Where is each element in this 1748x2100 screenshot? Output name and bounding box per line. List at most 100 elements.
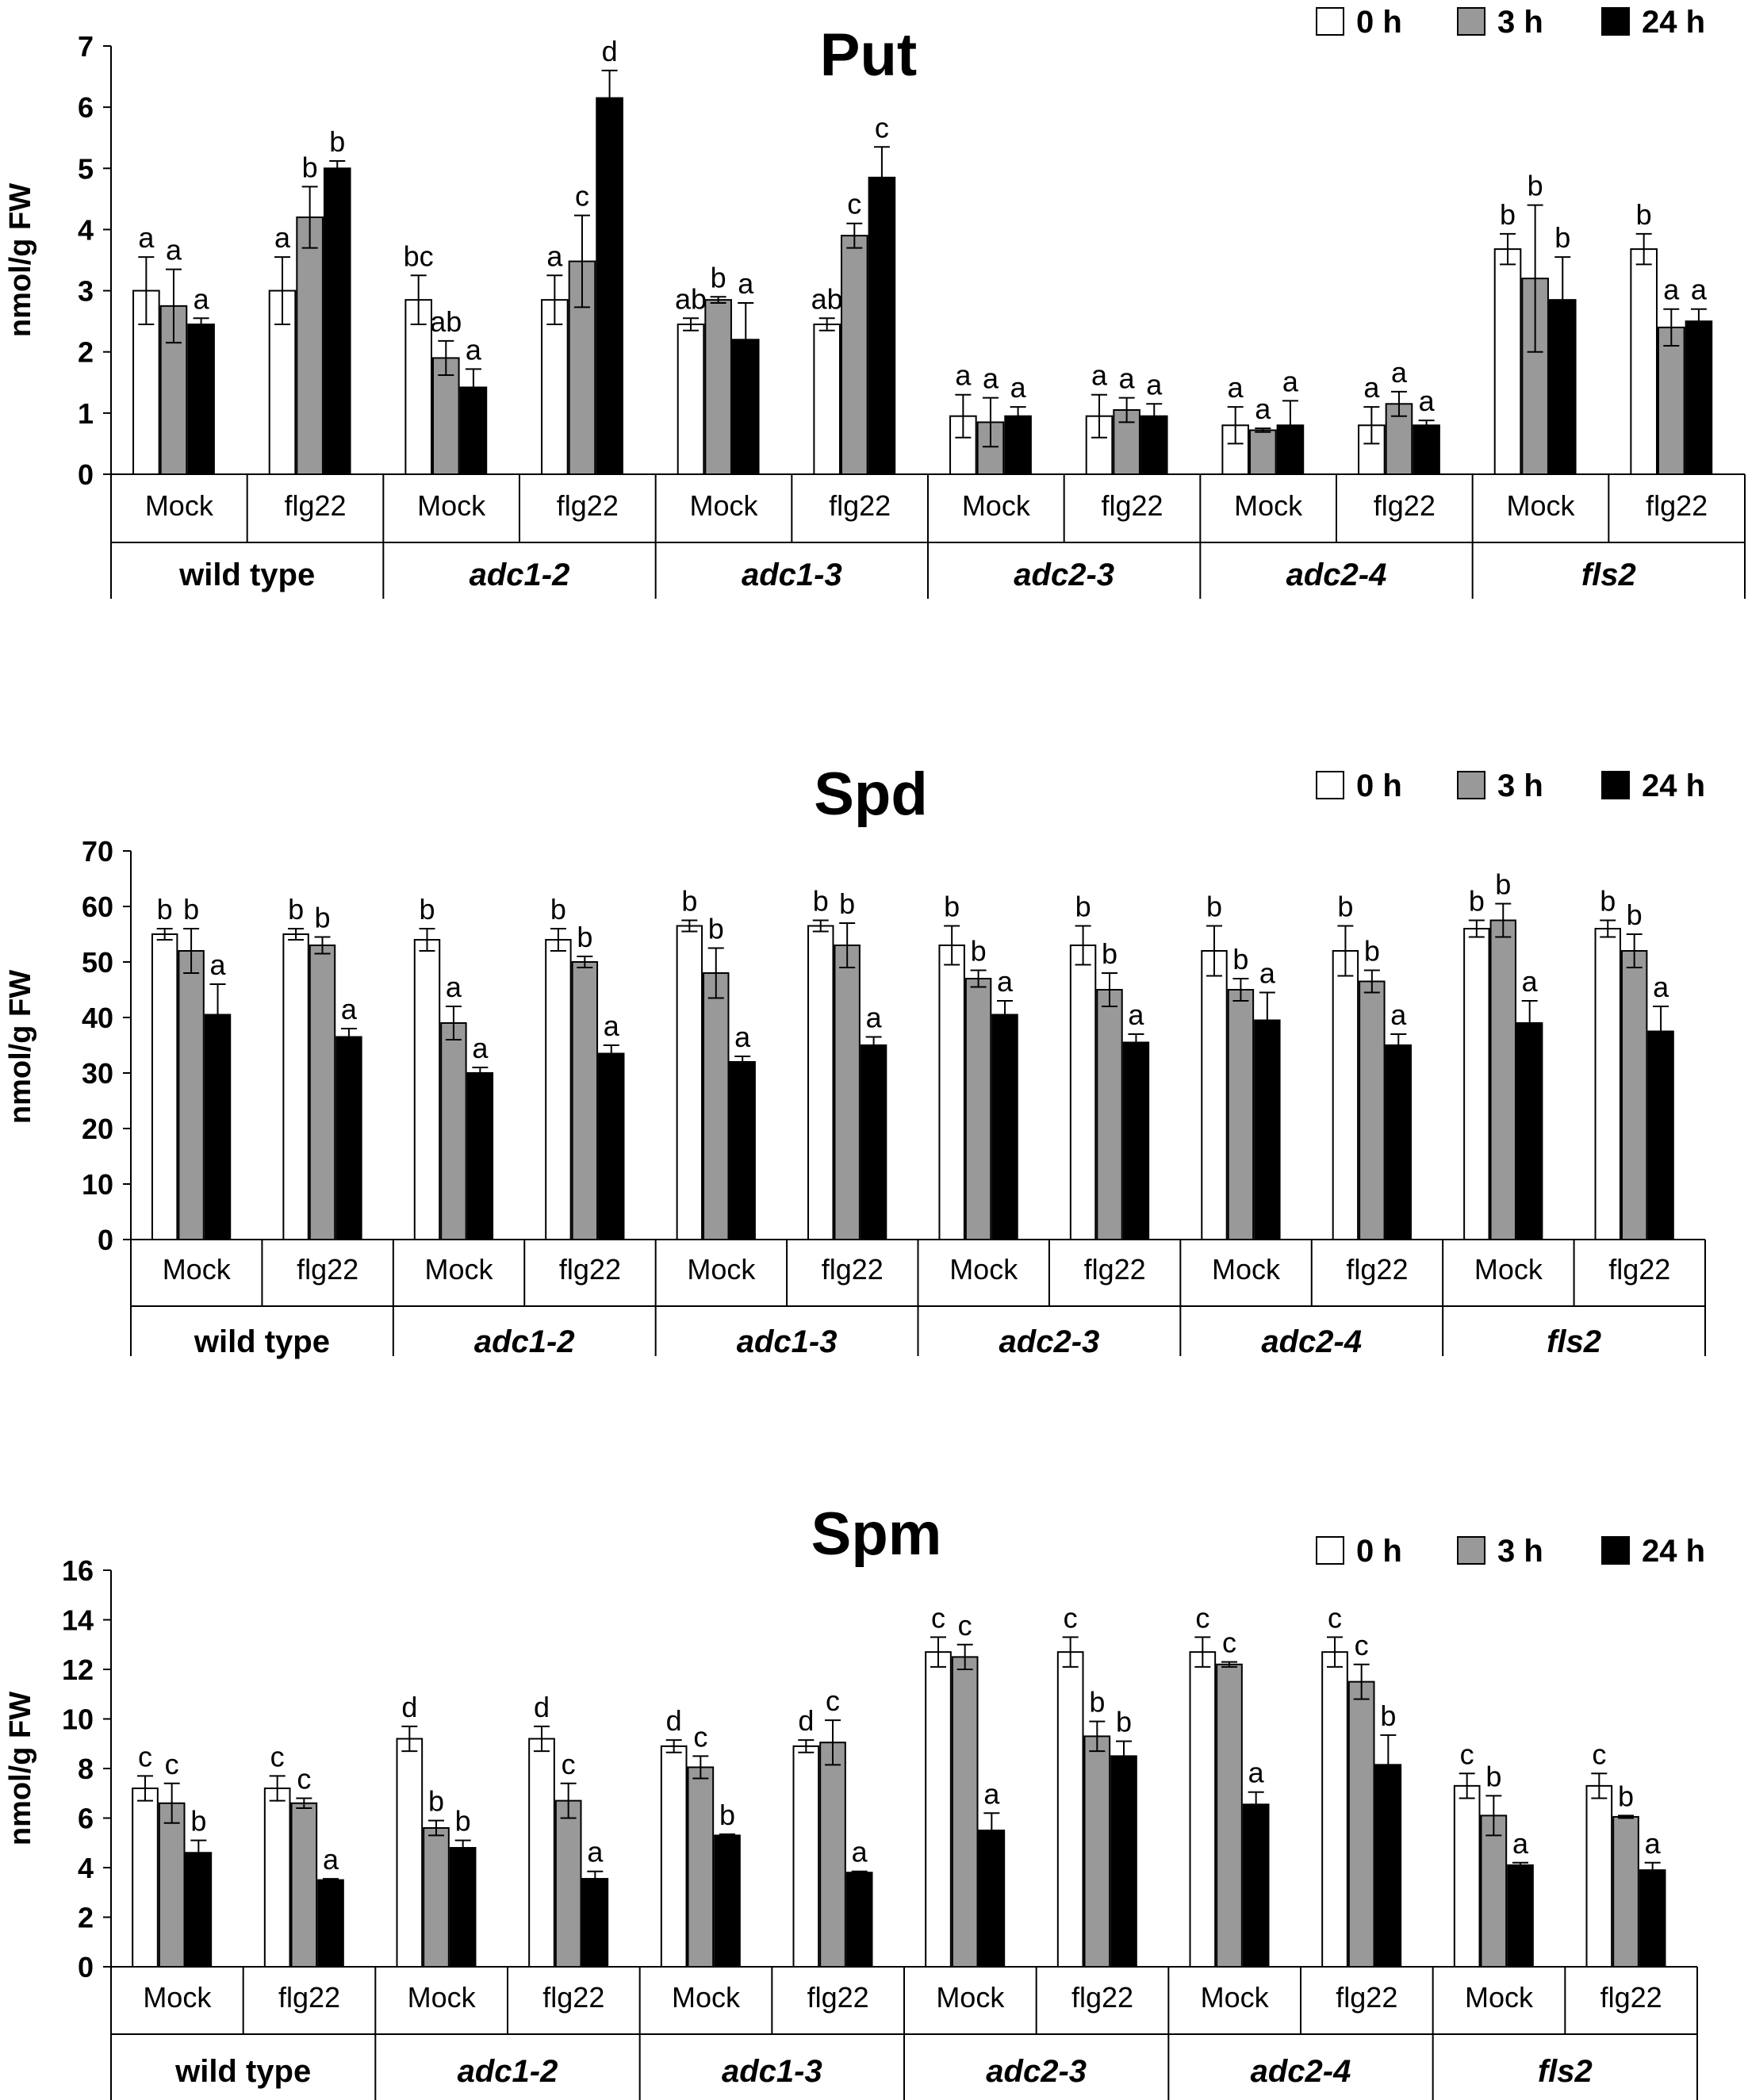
legend: 0 h 3 h 24 h bbox=[1316, 768, 1705, 803]
genotype-label: fls2 bbox=[1547, 1324, 1601, 1359]
treatment-label: Mock bbox=[1201, 1981, 1270, 2014]
significance-letter: b bbox=[1232, 943, 1248, 975]
significance-letter: b bbox=[1636, 198, 1652, 231]
bar-24h bbox=[1647, 1030, 1674, 1240]
bar-24h bbox=[598, 1052, 625, 1240]
bar-0h bbox=[1594, 928, 1621, 1240]
genotype-label: adc1-3 bbox=[742, 558, 842, 592]
y-tick-label: 3 bbox=[78, 275, 94, 308]
significance-letter: a bbox=[1091, 359, 1108, 392]
y-tick-label: 0 bbox=[78, 458, 94, 491]
genotype-label: adc2-4 bbox=[1251, 2054, 1351, 2089]
genotype-label: adc1-2 bbox=[458, 2054, 558, 2089]
significance-letter: bc bbox=[404, 240, 434, 272]
significance-letter: b bbox=[1500, 198, 1516, 231]
significance-letter: a bbox=[472, 1032, 489, 1064]
genotype-label: adc1-3 bbox=[737, 1324, 838, 1359]
y-tick-label: 20 bbox=[82, 1113, 113, 1145]
y-tick-label: 60 bbox=[82, 891, 113, 923]
significance-letter: b bbox=[1380, 1700, 1396, 1732]
y-tick-label: 2 bbox=[78, 1902, 94, 1934]
significance-letter: c bbox=[1355, 1629, 1369, 1661]
bar-24h bbox=[978, 1830, 1006, 1968]
bar-group: d bb bbox=[396, 1691, 477, 1968]
significance-letter: b bbox=[419, 893, 435, 925]
significance-letter: a bbox=[997, 965, 1014, 998]
bar-3h bbox=[1113, 409, 1140, 475]
legend-swatch bbox=[1457, 1536, 1485, 1565]
chart-title: Put bbox=[820, 21, 917, 89]
treatment-label: Mock bbox=[163, 1253, 232, 1286]
treatment-label: Mock bbox=[1474, 1253, 1543, 1286]
bar-24h bbox=[845, 1872, 873, 1968]
bar-group: cc a bbox=[263, 1740, 344, 1968]
bar-24h bbox=[323, 167, 351, 476]
significance-letter: a bbox=[166, 234, 182, 266]
treatment-label: Mock bbox=[1465, 1981, 1534, 2014]
significance-letter: a bbox=[983, 1777, 1000, 1810]
legend-label: 0 h bbox=[1356, 768, 1402, 803]
treatment-label: flg22 bbox=[559, 1253, 621, 1286]
bar-24h bbox=[991, 1014, 1018, 1240]
y-axis-label: nmol/g FW bbox=[4, 183, 37, 337]
treatment-label: Mock bbox=[425, 1253, 494, 1286]
significance-letter: b bbox=[550, 893, 566, 925]
bar-group: bc aba bbox=[404, 240, 488, 476]
genotype-label: adc2-3 bbox=[1014, 558, 1114, 592]
y-axis-label: nmol/g FW bbox=[4, 970, 37, 1124]
treatment-label: Mock bbox=[417, 489, 486, 522]
bar-0h bbox=[541, 299, 569, 475]
genotype-label: adc2-4 bbox=[1286, 558, 1387, 592]
bar-24h bbox=[1122, 1041, 1150, 1240]
significance-letter: b bbox=[577, 921, 592, 953]
significance-letter: d bbox=[602, 35, 618, 67]
treatment-label: flg22 bbox=[807, 1981, 869, 2014]
treatment-label: Mock bbox=[672, 1981, 741, 2014]
bar-24h bbox=[204, 1014, 232, 1240]
significance-letter: b bbox=[1528, 170, 1543, 202]
significance-letter: c bbox=[1328, 1601, 1342, 1634]
y-tick-label: 16 bbox=[62, 1554, 94, 1587]
y-tick-label: 6 bbox=[78, 91, 94, 124]
bar-3h bbox=[1359, 980, 1386, 1240]
significance-letter: a bbox=[1259, 957, 1276, 990]
bar-0h bbox=[1056, 1651, 1084, 1968]
significance-letter: a bbox=[738, 267, 754, 300]
bar-3h bbox=[1347, 1680, 1375, 1968]
bar-3h bbox=[1083, 1735, 1111, 1968]
bar-group: bba bbox=[938, 891, 1018, 1240]
bar-0h bbox=[660, 1745, 688, 1968]
bar-0h bbox=[1453, 1784, 1481, 1968]
significance-letter: a bbox=[138, 221, 155, 254]
treatment-label: flg22 bbox=[278, 1981, 340, 2014]
legend-label: 3 h bbox=[1497, 768, 1543, 803]
significance-letter: a bbox=[1391, 356, 1408, 389]
significance-letter: a bbox=[1512, 1827, 1529, 1860]
treatment-label: Mock bbox=[143, 1981, 212, 2014]
significance-letter: b bbox=[813, 885, 829, 918]
bar-group: aaa bbox=[1221, 365, 1305, 476]
bar-0h bbox=[396, 1738, 424, 1968]
y-tick-label: 10 bbox=[82, 1168, 113, 1201]
bar-0h bbox=[1332, 950, 1359, 1240]
bar-24h bbox=[1639, 1869, 1666, 1968]
treatment-label: flg22 bbox=[822, 1253, 884, 1286]
significance-letter: a bbox=[604, 1010, 620, 1042]
bar-24h bbox=[1110, 1755, 1137, 1968]
bar-24h bbox=[581, 1878, 609, 1968]
significance-letter: c bbox=[165, 1748, 179, 1780]
bar-group: cc a bbox=[1189, 1601, 1270, 1968]
bar-24h bbox=[1374, 1764, 1402, 1968]
genotype-label: adc2-3 bbox=[986, 2054, 1087, 2089]
genotype-label: adc1-3 bbox=[722, 2054, 822, 2089]
